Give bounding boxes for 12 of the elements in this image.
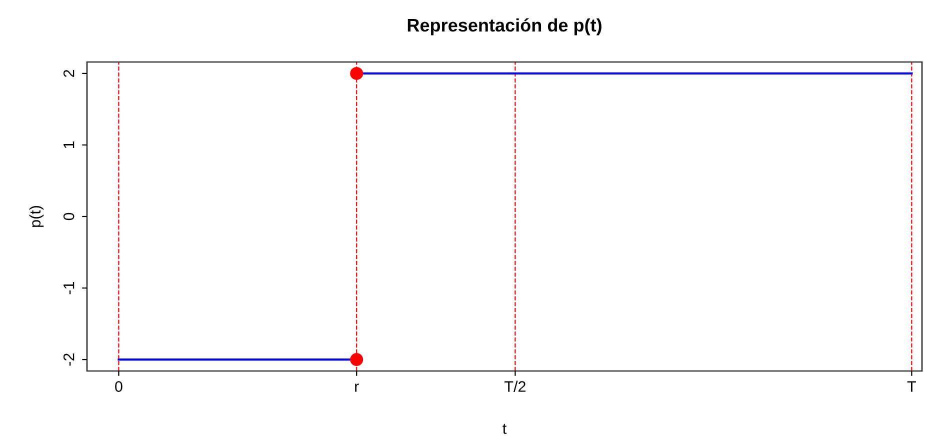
y-tick-label: -1 (64, 282, 74, 294)
y-axis-title: p(t) (29, 206, 44, 227)
y-tick-label: 0 (63, 212, 74, 220)
x-tick-label: 0 (115, 381, 122, 392)
x-tick-label: r (355, 384, 359, 392)
y-tick-label: 2 (63, 70, 74, 77)
y-tick-label: 1 (64, 141, 74, 148)
x-tick-label: T (907, 381, 916, 392)
x-axis-title: t (502, 424, 507, 434)
chart-title: Representación de p(t) (408, 18, 602, 36)
x-tick-label: T/2 (504, 380, 526, 392)
y-tick-label: -2 (63, 354, 74, 366)
